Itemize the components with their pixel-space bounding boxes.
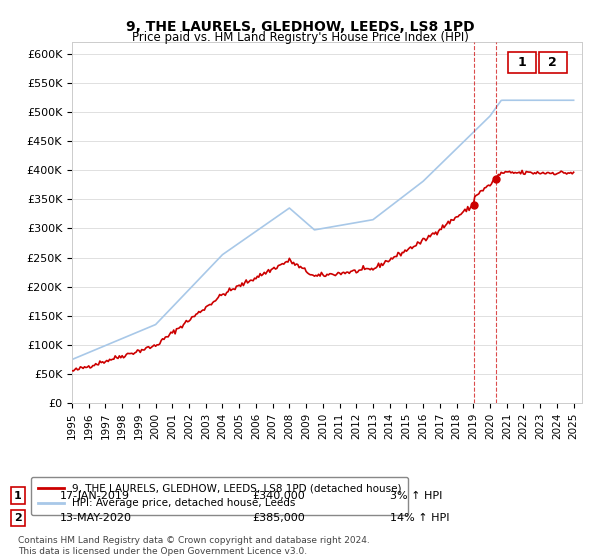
Text: £385,000: £385,000 xyxy=(252,513,305,523)
FancyBboxPatch shape xyxy=(508,52,536,73)
Text: Price paid vs. HM Land Registry's House Price Index (HPI): Price paid vs. HM Land Registry's House … xyxy=(131,31,469,44)
Text: Contains HM Land Registry data © Crown copyright and database right 2024.
This d: Contains HM Land Registry data © Crown c… xyxy=(18,536,370,556)
FancyBboxPatch shape xyxy=(539,52,567,73)
Text: 1: 1 xyxy=(518,56,526,69)
Text: 17-JAN-2019: 17-JAN-2019 xyxy=(60,491,130,501)
Text: 2: 2 xyxy=(14,513,22,523)
Text: 13-MAY-2020: 13-MAY-2020 xyxy=(60,513,132,523)
Text: 3% ↑ HPI: 3% ↑ HPI xyxy=(390,491,442,501)
Text: £340,000: £340,000 xyxy=(252,491,305,501)
Text: 9, THE LAURELS, GLEDHOW, LEEDS, LS8 1PD: 9, THE LAURELS, GLEDHOW, LEEDS, LS8 1PD xyxy=(125,20,475,34)
Text: 2: 2 xyxy=(548,56,557,69)
Legend: 9, THE LAURELS, GLEDHOW, LEEDS, LS8 1PD (detached house), HPI: Average price, de: 9, THE LAURELS, GLEDHOW, LEEDS, LS8 1PD … xyxy=(31,477,407,515)
Text: 1: 1 xyxy=(14,491,22,501)
Text: 14% ↑ HPI: 14% ↑ HPI xyxy=(390,513,449,523)
